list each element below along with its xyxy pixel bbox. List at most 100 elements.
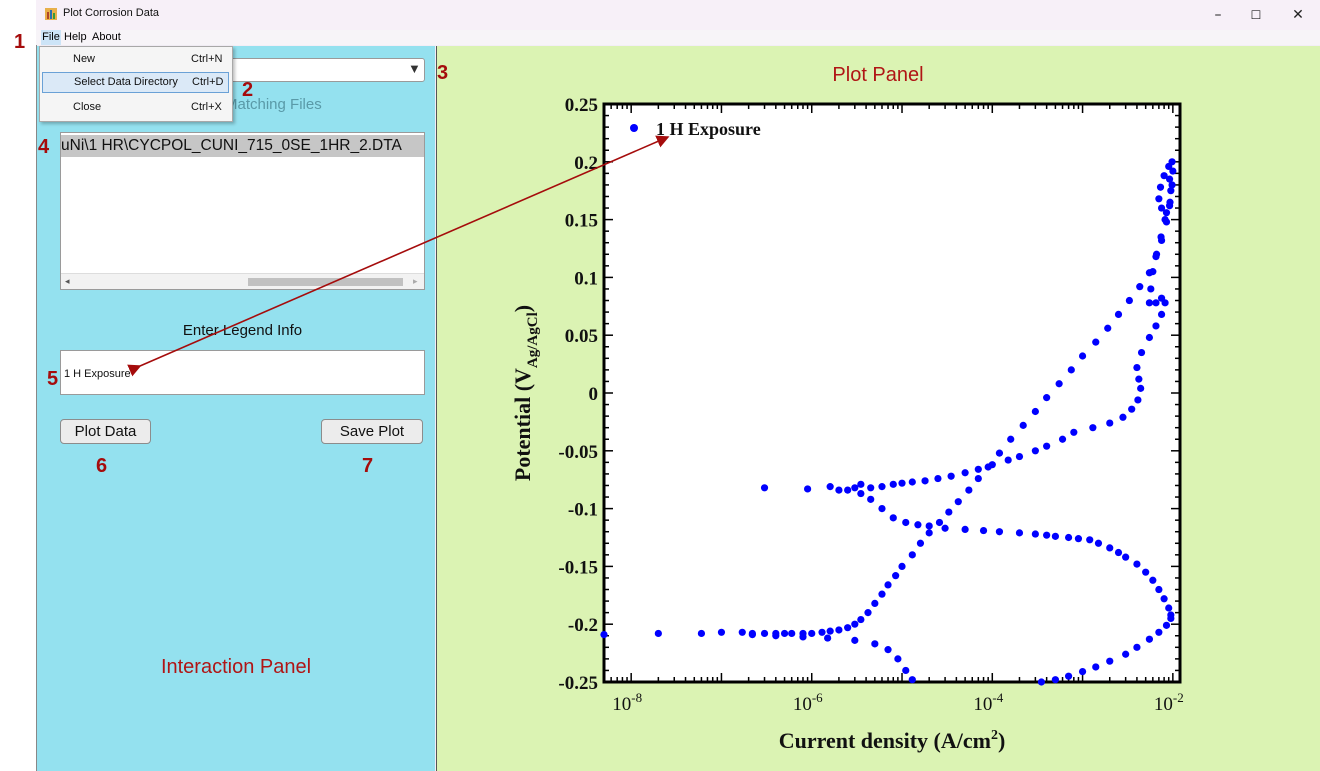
menu-item-shortcut: Ctrl+X <box>191 101 222 113</box>
data-point <box>1147 285 1155 293</box>
data-point <box>1106 419 1114 427</box>
maximize-button[interactable]: ☐ <box>1250 8 1262 22</box>
legend-link-arrow <box>127 135 670 377</box>
x-tick-label: 10-8 <box>612 690 642 715</box>
data-point <box>902 518 910 527</box>
menu-file[interactable]: File <box>41 30 61 45</box>
data-point <box>808 629 816 638</box>
data-point <box>1169 167 1177 175</box>
annotation-7: 7 <box>362 455 374 477</box>
menu-bar <box>36 30 1320 45</box>
data-point <box>979 526 988 535</box>
data-point <box>1106 657 1114 665</box>
interaction-panel-label: Interaction Panel <box>160 656 312 678</box>
data-point <box>1133 643 1141 651</box>
data-point <box>1104 324 1112 332</box>
data-point <box>878 483 886 491</box>
menu-help[interactable]: Help <box>64 31 87 43</box>
y-tick-label: -0.2 <box>568 615 598 636</box>
data-point <box>772 632 780 640</box>
data-point <box>799 633 807 641</box>
data-point <box>908 478 916 486</box>
data-point <box>1161 216 1169 224</box>
data-point <box>1133 560 1141 568</box>
scroll-left-icon[interactable]: ◂ <box>65 276 70 286</box>
menu-item-close[interactable]: Close Ctrl+X <box>42 97 229 118</box>
data-point <box>760 629 769 638</box>
data-point <box>1134 396 1142 404</box>
plot-area <box>602 102 1182 684</box>
menu-item-select-data-directory[interactable]: Select Data Directory Ctrl+D <box>42 72 229 93</box>
data-point <box>871 599 879 607</box>
data-point <box>974 474 982 483</box>
data-point <box>871 640 879 648</box>
y-tick-label: -0.1 <box>568 500 598 521</box>
data-point <box>1142 568 1150 576</box>
data-point <box>867 484 875 492</box>
data-point <box>1165 604 1173 612</box>
x-tick-label: 10-2 <box>1154 690 1184 715</box>
plot-data-button[interactable]: Plot Data <box>60 419 151 444</box>
data-point <box>1015 452 1024 461</box>
data-point <box>894 655 902 663</box>
data-point <box>1051 676 1059 684</box>
data-point <box>961 469 969 477</box>
data-point <box>878 505 886 513</box>
data-point <box>1161 299 1169 307</box>
data-point <box>1157 310 1166 318</box>
data-point <box>697 629 706 638</box>
data-point <box>864 609 872 617</box>
data-point <box>925 522 933 530</box>
data-point <box>984 463 992 471</box>
menu-item-new[interactable]: New Ctrl+N <box>42 49 229 70</box>
y-tick-label: 0 <box>589 384 599 405</box>
app-icon <box>45 8 57 20</box>
data-point <box>867 495 875 503</box>
close-window-button[interactable]: ✕ <box>1292 7 1304 23</box>
data-point <box>1019 421 1027 429</box>
data-point <box>844 486 852 494</box>
data-point <box>965 486 973 494</box>
data-point <box>1160 595 1168 603</box>
y-tick-label: -0.15 <box>558 557 598 578</box>
data-point <box>844 624 852 632</box>
data-point <box>760 484 769 492</box>
data-point <box>1043 531 1051 539</box>
data-point <box>851 636 859 644</box>
data-point <box>1167 187 1175 195</box>
menu-about[interactable]: About <box>92 31 121 43</box>
data-point <box>1136 283 1144 291</box>
legend-label: 1 H Exposure <box>656 119 761 139</box>
data-point <box>780 629 789 638</box>
minimize-button[interactable]: – <box>1214 7 1222 23</box>
data-point <box>974 465 982 473</box>
annotation-4: 4 <box>38 136 50 158</box>
menu-item-shortcut: Ctrl+D <box>192 76 224 88</box>
menu-item-label: Select Data Directory <box>74 76 178 88</box>
data-point <box>961 525 969 534</box>
data-point <box>1114 548 1123 557</box>
legend-marker <box>630 124 638 132</box>
data-point <box>889 480 897 488</box>
data-point <box>1070 428 1078 436</box>
data-point <box>1157 233 1165 241</box>
chevron-down-icon[interactable]: ▼ <box>408 61 421 76</box>
annotation-1: 1 <box>14 31 26 53</box>
data-point <box>1152 250 1161 258</box>
save-plot-button[interactable]: Save Plot <box>321 419 423 444</box>
matching-files-label: Matching Files <box>225 96 322 113</box>
menu-item-shortcut: Ctrl+N <box>191 53 223 65</box>
data-point <box>1092 338 1100 346</box>
x-tick-label: 10-6 <box>793 690 823 715</box>
data-point <box>851 484 859 492</box>
y-tick-label: 0.25 <box>565 95 598 116</box>
data-point <box>1128 405 1136 413</box>
data-point <box>1160 172 1168 180</box>
data-point <box>857 480 865 488</box>
data-point <box>908 551 916 559</box>
data-point <box>1122 650 1130 658</box>
data-point <box>1031 407 1039 416</box>
data-point <box>1086 536 1094 544</box>
data-point <box>945 508 953 516</box>
